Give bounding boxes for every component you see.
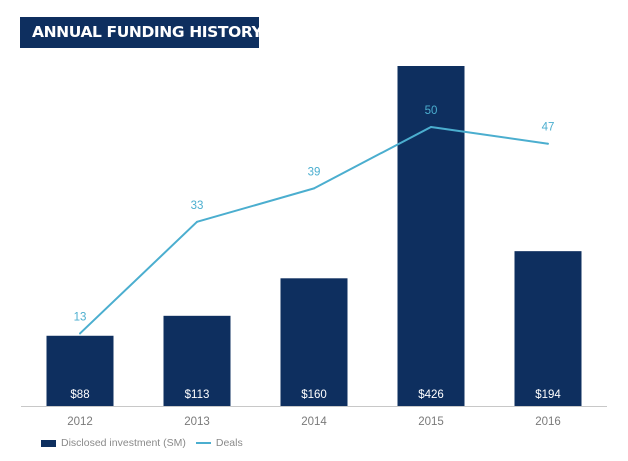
bar-label-2013: $113 (185, 389, 210, 401)
title-banner: ANNUAL FUNDING HISTORY (20, 17, 263, 48)
chart-title: ANNUAL FUNDING HISTORY (32, 23, 263, 41)
bar-label-2014: $160 (301, 389, 327, 401)
x-tick-label-2013: 2013 (184, 416, 210, 428)
x-tick-label-2012: 2012 (67, 416, 93, 428)
bar-2014 (280, 278, 348, 406)
deals-point-2013 (196, 220, 198, 223)
legend-line-swatch (195, 442, 211, 444)
legend-item-deals: Deals (195, 437, 243, 449)
deals-point-2014 (313, 187, 315, 190)
deals-label-2013: 33 (191, 200, 204, 212)
legend-bar-swatch (41, 439, 56, 447)
deals-point-2015 (430, 125, 432, 128)
legend: Disclosed investment (SM) Deals (41, 433, 253, 453)
deals-point-2012 (79, 332, 81, 335)
bar-label-2012: $88 (70, 389, 89, 401)
bar-2013 (163, 315, 231, 406)
bar-label-2016: $194 (535, 389, 561, 401)
bar-2015 (397, 66, 465, 406)
bar-label-2015: $426 (418, 389, 444, 401)
deals-label-2016: 47 (542, 122, 555, 134)
deals-label-2015: 50 (425, 105, 438, 117)
bar-2012 (46, 335, 114, 406)
deals-point-2016 (547, 142, 549, 145)
deals-label-2014: 39 (308, 166, 321, 178)
x-tick-label-2015: 2015 (418, 416, 444, 428)
legend-label-investment: Disclosed investment (SM) (61, 437, 186, 449)
legend-item-investment: Disclosed investment (SM) (41, 437, 186, 449)
deals-label-2012: 13 (74, 311, 87, 323)
bar-2016 (514, 251, 582, 406)
legend-label-deals: Deals (215, 437, 243, 449)
x-tick-label-2016: 2016 (535, 416, 561, 428)
x-tick-label-2014: 2014 (301, 416, 327, 428)
